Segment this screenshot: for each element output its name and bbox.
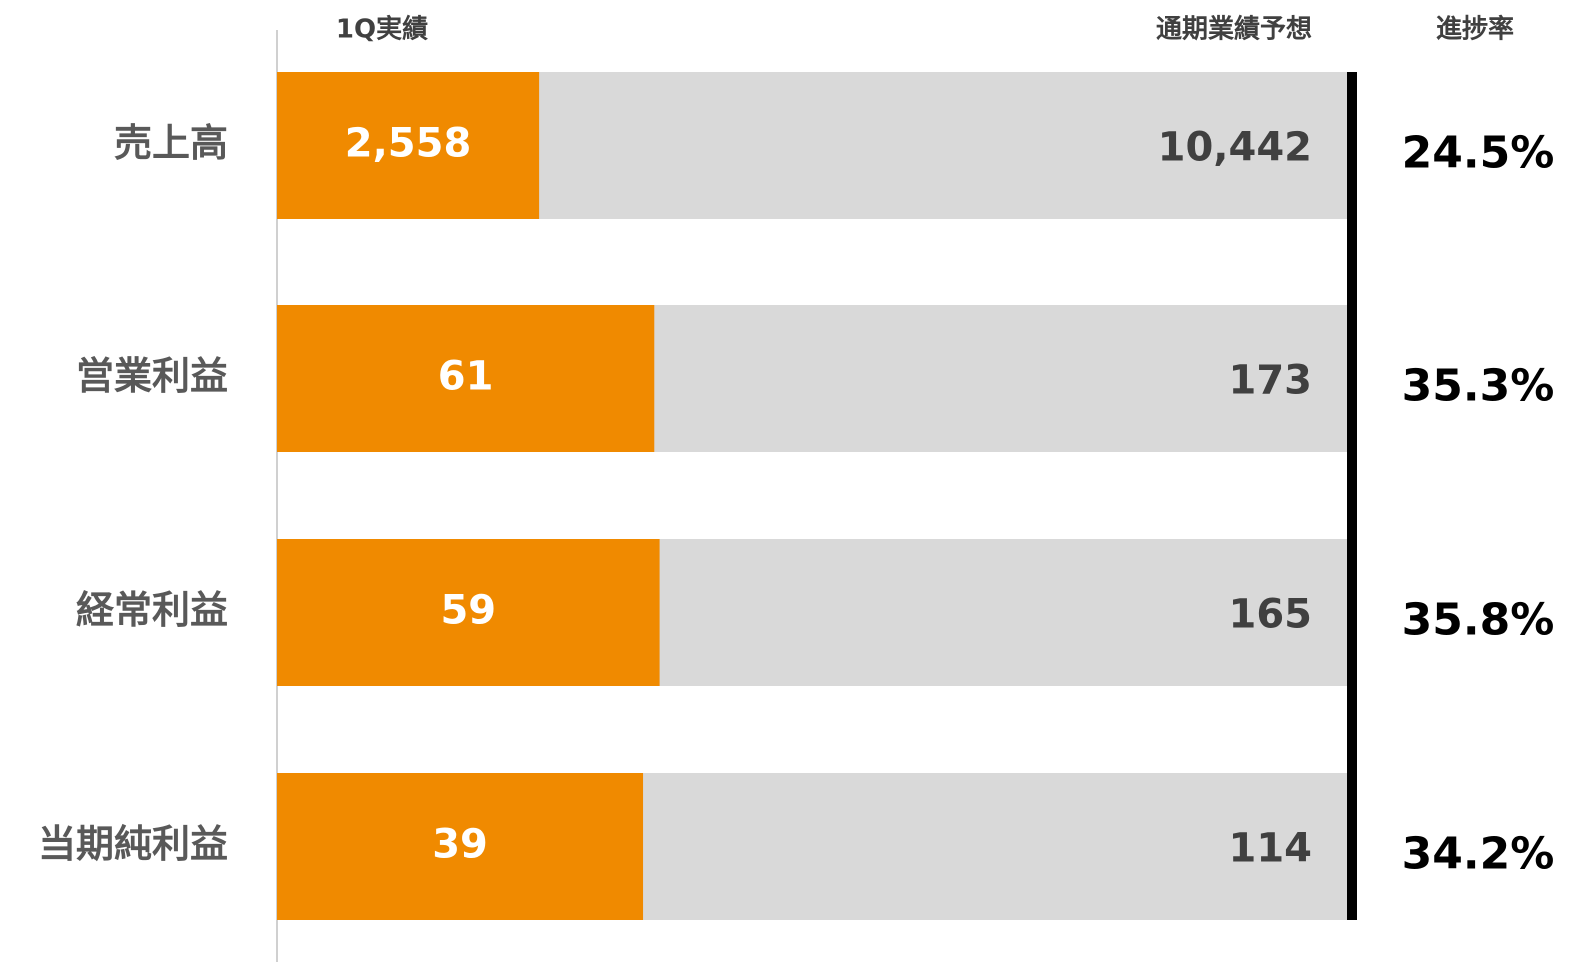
header-forecast: 通期業績予想 bbox=[1156, 15, 1312, 45]
category-label: 営業利益 bbox=[76, 354, 228, 398]
rate-label: 34.2% bbox=[1402, 829, 1555, 880]
forecast-label: 165 bbox=[1229, 592, 1313, 638]
forecast-label: 114 bbox=[1229, 826, 1313, 872]
category-label: 当期純利益 bbox=[38, 822, 228, 866]
category-label: 売上高 bbox=[114, 121, 228, 165]
forecast-label: 173 bbox=[1229, 358, 1313, 404]
rate-label: 24.5% bbox=[1402, 128, 1555, 179]
rate-label: 35.8% bbox=[1402, 595, 1555, 646]
category-label: 経常利益 bbox=[76, 588, 228, 632]
actual-bar bbox=[277, 773, 644, 920]
header-actual: 1Q実績 bbox=[336, 14, 428, 45]
actual-label: 59 bbox=[440, 588, 496, 634]
actual-bar bbox=[277, 305, 655, 452]
rate-label: 35.3% bbox=[1402, 361, 1555, 412]
actual-bar bbox=[277, 72, 540, 219]
actual-label: 2,558 bbox=[345, 121, 472, 167]
actual-label: 61 bbox=[438, 354, 494, 400]
header-rate: 進捗率 bbox=[1436, 14, 1514, 45]
actual-bar bbox=[277, 539, 660, 686]
target-line bbox=[1347, 72, 1357, 920]
forecast-label: 10,442 bbox=[1158, 125, 1312, 171]
actual-label: 39 bbox=[432, 822, 488, 868]
